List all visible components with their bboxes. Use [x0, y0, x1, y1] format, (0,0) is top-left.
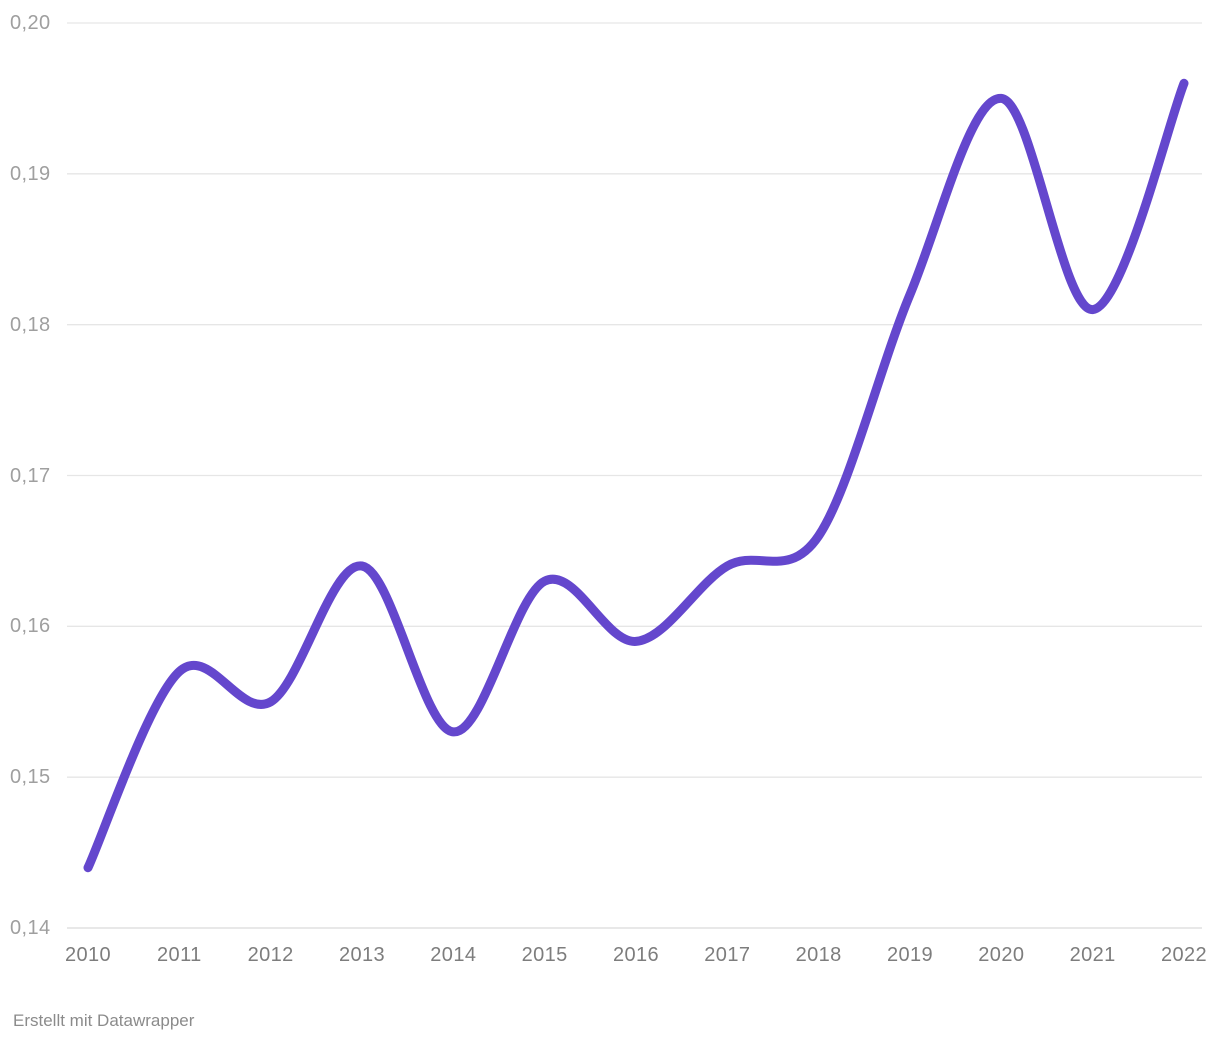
x-axis-tick-label: 2016	[612, 944, 660, 966]
x-axis-tick-label: 2022	[1160, 944, 1208, 966]
gridlines	[67, 22, 1202, 929]
data-line	[83, 78, 1189, 873]
y-axis-tick-label: 0,18	[10, 313, 51, 336]
x-axis-tick-label: 2013	[338, 944, 386, 966]
y-axis-tick-label: 0,15	[10, 766, 51, 789]
datawrapper-attribution-link[interactable]: Erstellt mit Datawrapper	[13, 1011, 195, 1030]
x-axis-tick-label: 2021	[1069, 944, 1116, 966]
x-axis-tick-label: 2011	[157, 944, 202, 966]
y-axis-tick-label: 0,20	[10, 12, 51, 34]
y-axis-tick-label: 0,16	[10, 615, 51, 638]
x-axis-tick-label: 2010	[64, 944, 112, 966]
y-axis-tick-label: 0,14	[10, 917, 51, 939]
x-axis-tick-label: 2014	[430, 944, 477, 966]
x-axis-tick-label: 2019	[886, 944, 934, 966]
x-axis-tick-label: 2020	[978, 944, 1025, 966]
x-axis-tick-label: 2018	[795, 944, 842, 966]
x-axis-tick-label: 2017	[704, 944, 751, 966]
y-axis-tick-label: 0,19	[10, 162, 51, 185]
x-axis-tick-label: 2015	[521, 944, 568, 966]
y-axis-tick-label: 0,17	[10, 464, 51, 487]
x-axis-tick-label: 2012	[247, 944, 294, 966]
